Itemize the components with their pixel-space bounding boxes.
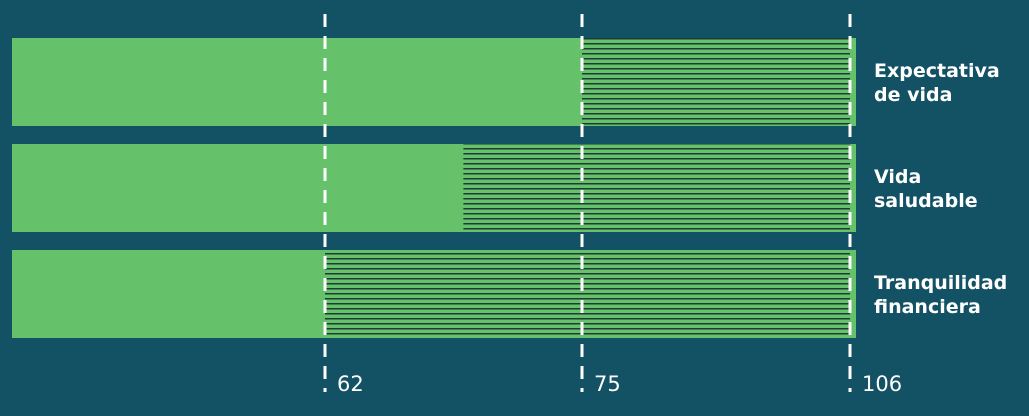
bar-1-hatched-segment [463,144,850,232]
tick-label-62: 62 [337,372,364,396]
bar-0-hatched-segment [582,38,850,126]
category-label-0: Expectativa de vida [874,60,1000,106]
bars-layer [12,38,856,338]
category-label-2: Tranquilidad financiera [874,272,1007,318]
category-label-1: Vida saludable [874,166,978,212]
labels-layer: Expectativa de vida Vida saludable Tranquili… [337,60,1007,396]
bar-2-hatched-segment [325,250,850,338]
reference-lines-layer [323,14,852,392]
tick-label-106: 106 [862,372,902,396]
tick-label-75: 75 [594,372,621,396]
